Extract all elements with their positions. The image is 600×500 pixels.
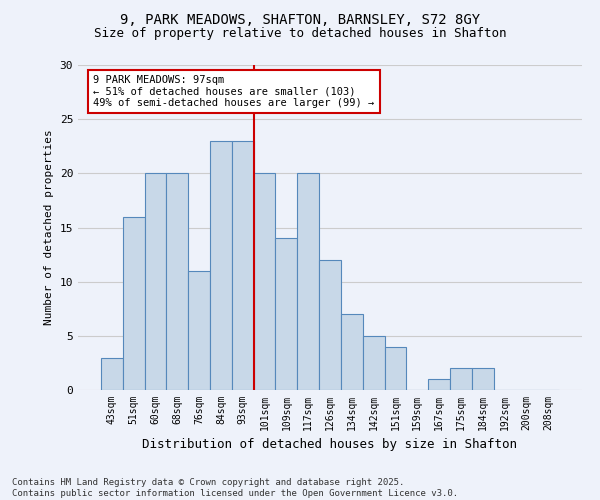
Bar [472,368,494,390]
Text: 9, PARK MEADOWS, SHAFTON, BARNSLEY, S72 8GY: 9, PARK MEADOWS, SHAFTON, BARNSLEY, S72 … [120,12,480,26]
Bar [450,368,472,390]
Text: Size of property relative to detached houses in Shafton: Size of property relative to detached ho… [94,28,506,40]
Bar [188,271,210,390]
Bar [254,174,275,390]
Bar [210,141,232,390]
Bar [166,174,188,390]
Text: Contains HM Land Registry data © Crown copyright and database right 2025.
Contai: Contains HM Land Registry data © Crown c… [12,478,458,498]
Bar [341,314,363,390]
Bar [385,346,406,390]
Bar [123,216,145,390]
Bar [297,174,319,390]
Y-axis label: Number of detached properties: Number of detached properties [44,130,54,326]
Bar [428,379,450,390]
Text: 9 PARK MEADOWS: 97sqm
← 51% of detached houses are smaller (103)
49% of semi-det: 9 PARK MEADOWS: 97sqm ← 51% of detached … [93,74,374,108]
Bar [363,336,385,390]
Bar [319,260,341,390]
X-axis label: Distribution of detached houses by size in Shafton: Distribution of detached houses by size … [143,438,517,452]
Bar [232,141,254,390]
Bar [145,174,166,390]
Bar [101,358,123,390]
Bar [275,238,297,390]
